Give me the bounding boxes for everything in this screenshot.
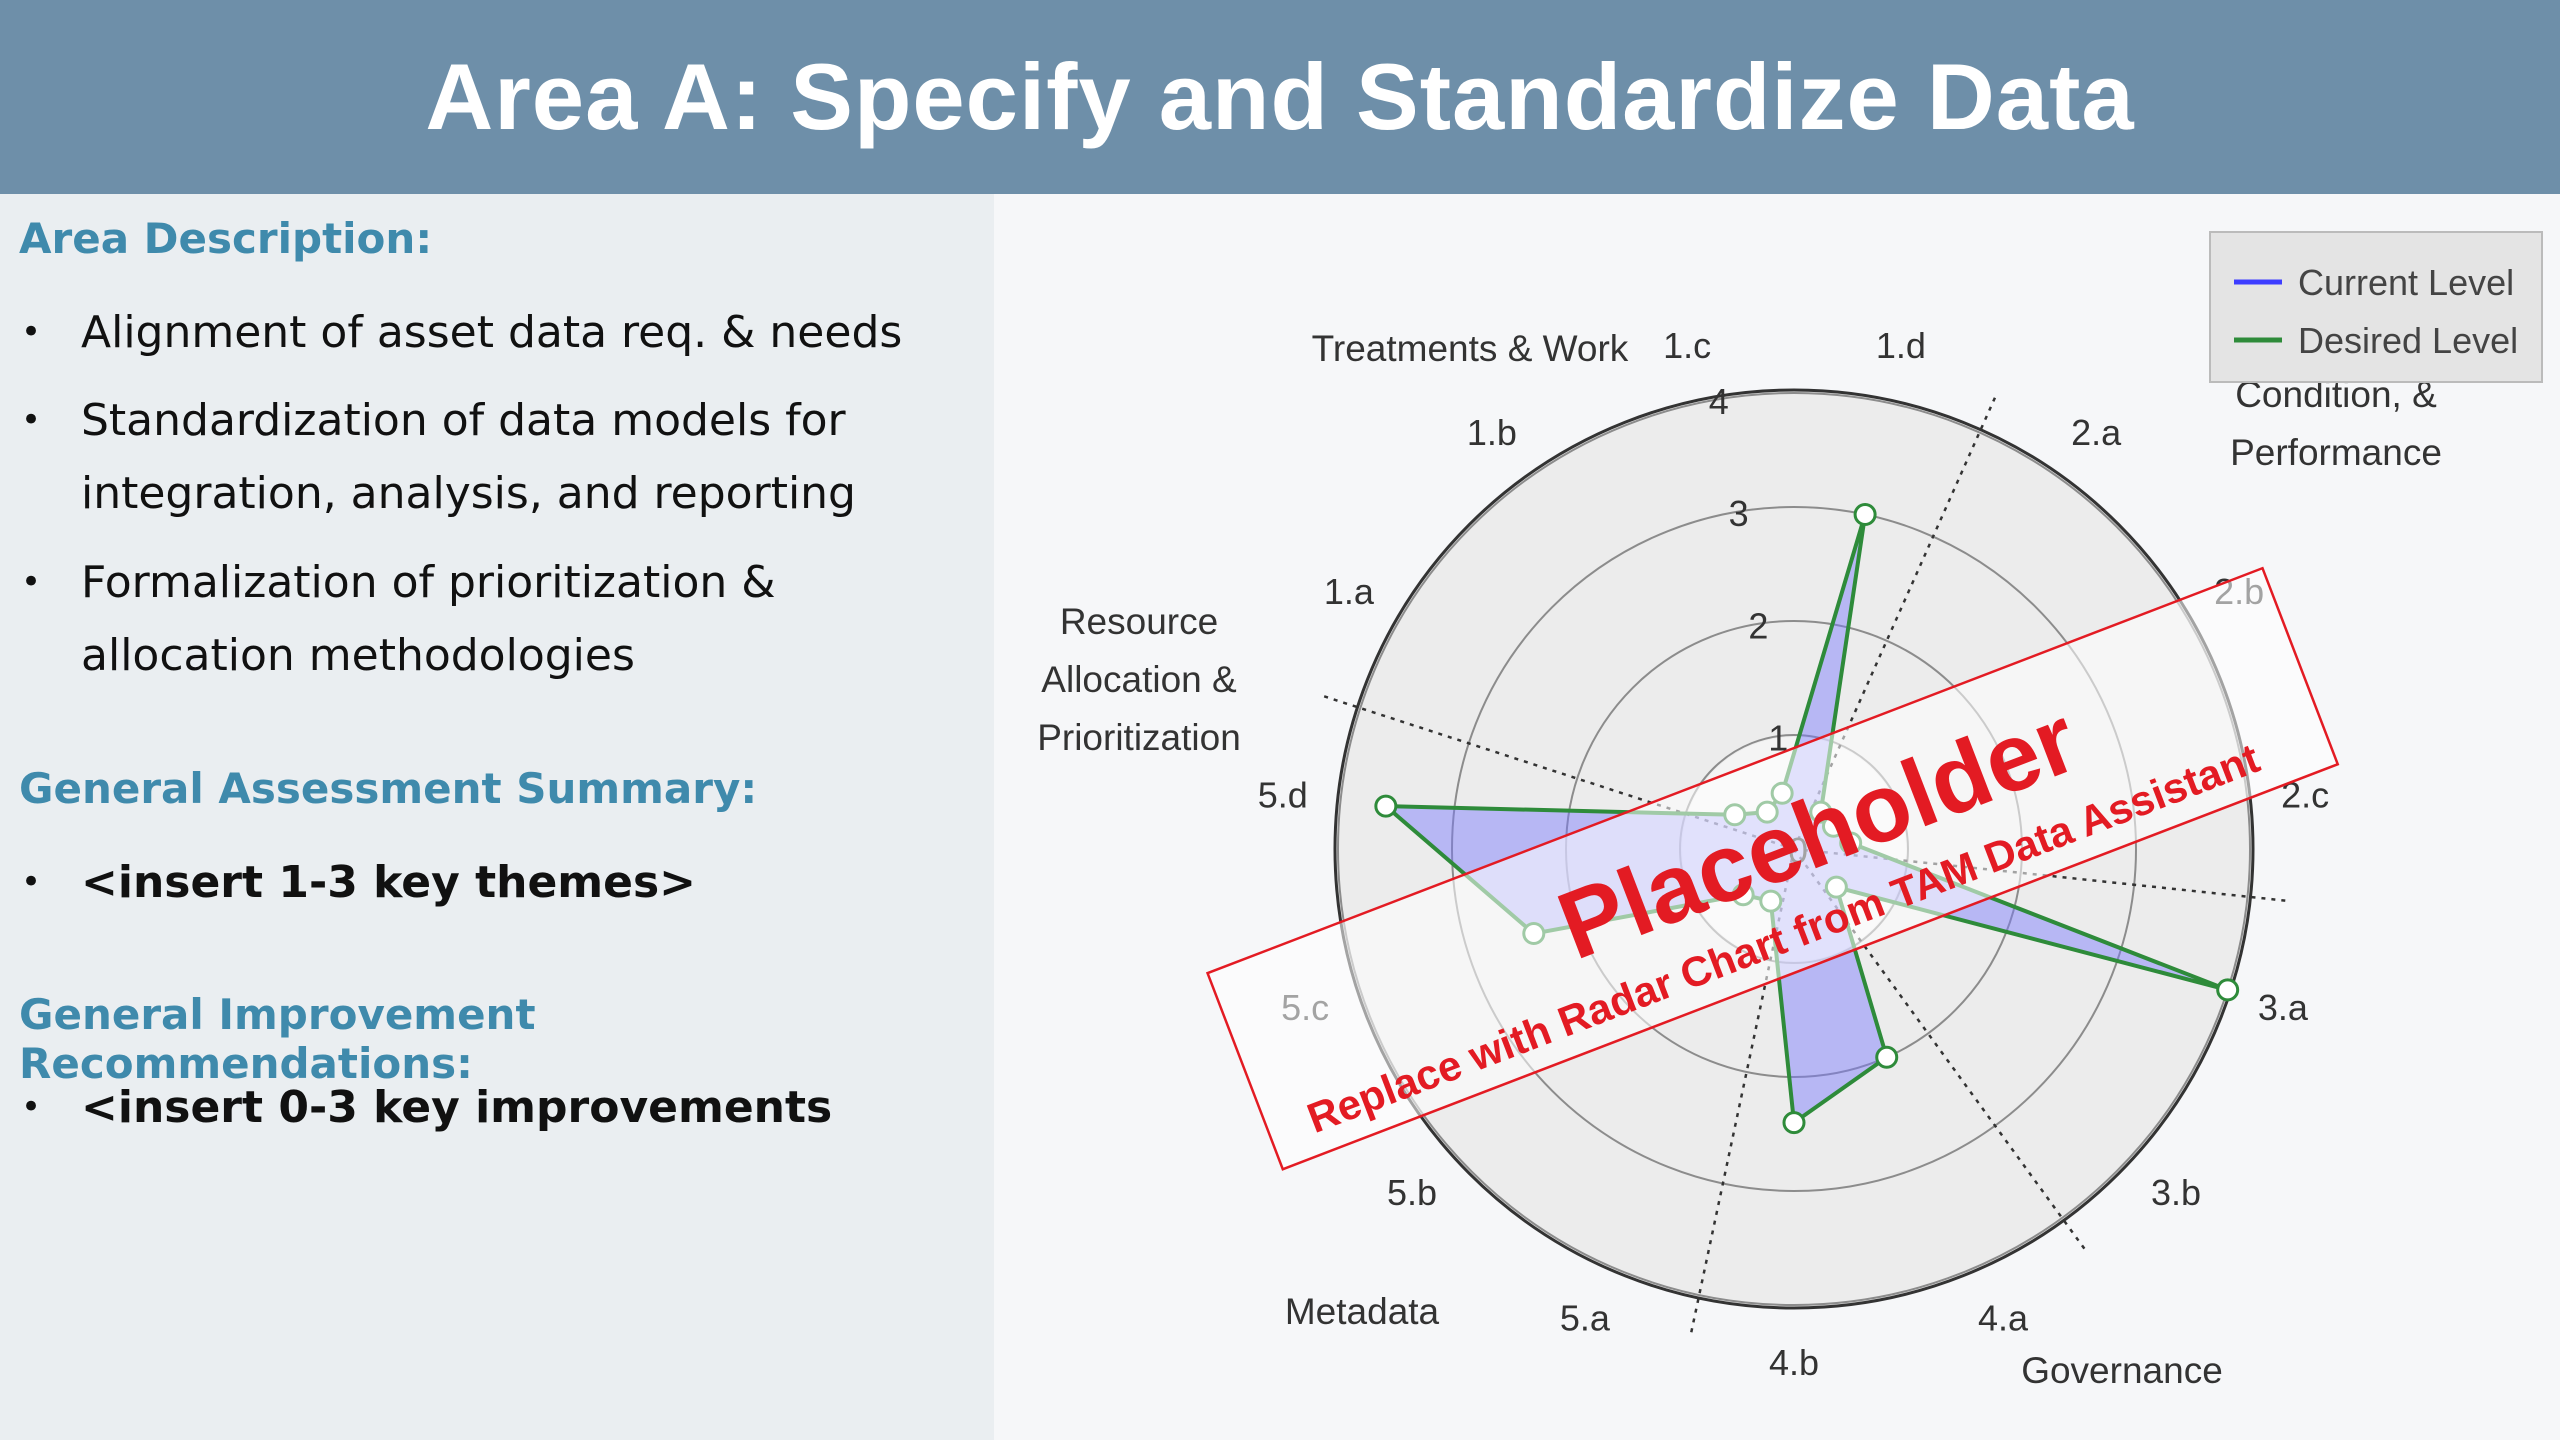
area-description-heading: Area Description: <box>19 214 433 263</box>
bullet-item: • <insert 1-3 key themes> <box>19 846 979 919</box>
slide-title: Area A: Specify and Standardize Data <box>425 44 2135 149</box>
bullet-dot-icon: • <box>21 400 42 440</box>
recommendations-heading: General Improvement Recommendations: <box>19 990 536 1088</box>
bullet-text: <insert 0-3 key improvements <box>81 1082 833 1133</box>
legend-label: Desired Level <box>2298 320 2518 361</box>
placeholder-frame <box>1205 566 2340 1171</box>
axis-label: 4.b <box>1769 1342 1819 1383</box>
axis-label: 4.a <box>1978 1298 2029 1339</box>
bullet-text: Formalization of prioritization & alloca… <box>81 557 776 681</box>
axis-label: 1.c <box>1663 325 1711 366</box>
bullet-text: Standardization of data models for integ… <box>81 395 856 519</box>
legend-label: Current Level <box>2298 262 2514 303</box>
group-label: Governance <box>2021 1350 2223 1391</box>
bullet-item: • Formalization of prioritization & allo… <box>19 546 979 692</box>
radar-grid-ring <box>1451 506 2137 1192</box>
radial-tick-label: 3 <box>1729 493 1749 534</box>
axis-label: 3.b <box>2151 1172 2201 1213</box>
left-panel: Area Description: • Alignment of asset d… <box>0 194 994 1440</box>
bullet-item: • Standardization of data models for int… <box>19 384 979 530</box>
bullet-item: • <insert 0-3 key improvements <box>19 1071 979 1144</box>
bullet-dot-icon: • <box>21 1087 42 1127</box>
axis-label: 2.a <box>2071 412 2122 453</box>
group-label: Allocation & <box>1041 659 1237 700</box>
bullet-dot-icon: • <box>21 312 42 352</box>
bullet-dot-icon: • <box>21 562 42 602</box>
group-label: Resource <box>1060 601 1218 642</box>
radar-grid-ring <box>1337 392 2251 1306</box>
radial-tick-label: 1 <box>1768 718 1788 759</box>
bullet-item: • Alignment of asset data req. & needs <box>19 296 979 369</box>
legend-box <box>2209 231 2543 383</box>
bullet-text: <insert 1-3 key themes> <box>81 857 697 908</box>
group-label: Metadata <box>1285 1291 1440 1332</box>
series-point-marker <box>1782 1111 1806 1135</box>
radar-chart: 012341.a1.b1.c1.d2.a2.b2.c3.a3.b4.a4.b5.… <box>1037 231 2543 1391</box>
axis-label: 3.a <box>2258 987 2309 1028</box>
axis-label: 5.d <box>1258 774 1308 815</box>
axis-label: 1.a <box>1324 571 1375 612</box>
title-bar: Area A: Specify and Standardize Data <box>0 0 2560 194</box>
bullet-dot-icon: • <box>21 862 42 902</box>
summary-heading: General Assessment Summary: <box>19 764 758 813</box>
axis-label: 5.a <box>1560 1298 1611 1339</box>
series-point-marker <box>1875 1045 1899 1069</box>
chart-panel: 012341.a1.b1.c1.d2.a2.b2.c3.a3.b4.a4.b5.… <box>994 194 2560 1440</box>
group-label: Performance <box>2230 432 2442 473</box>
group-label: Treatments & Work <box>1312 328 1629 369</box>
axis-label: 1.b <box>1467 412 1517 453</box>
axis-label: 1.d <box>1876 325 1926 366</box>
series-point-marker <box>2216 978 2240 1002</box>
radial-tick-label: 4 <box>1709 381 1729 422</box>
series-point-marker <box>1374 794 1398 818</box>
bullet-text: Alignment of asset data req. & needs <box>81 307 903 358</box>
radial-tick-label: 2 <box>1748 605 1768 646</box>
axis-label: 5.b <box>1387 1172 1437 1213</box>
series-point-marker <box>1853 502 1877 526</box>
group-label: Prioritization <box>1037 717 1241 758</box>
